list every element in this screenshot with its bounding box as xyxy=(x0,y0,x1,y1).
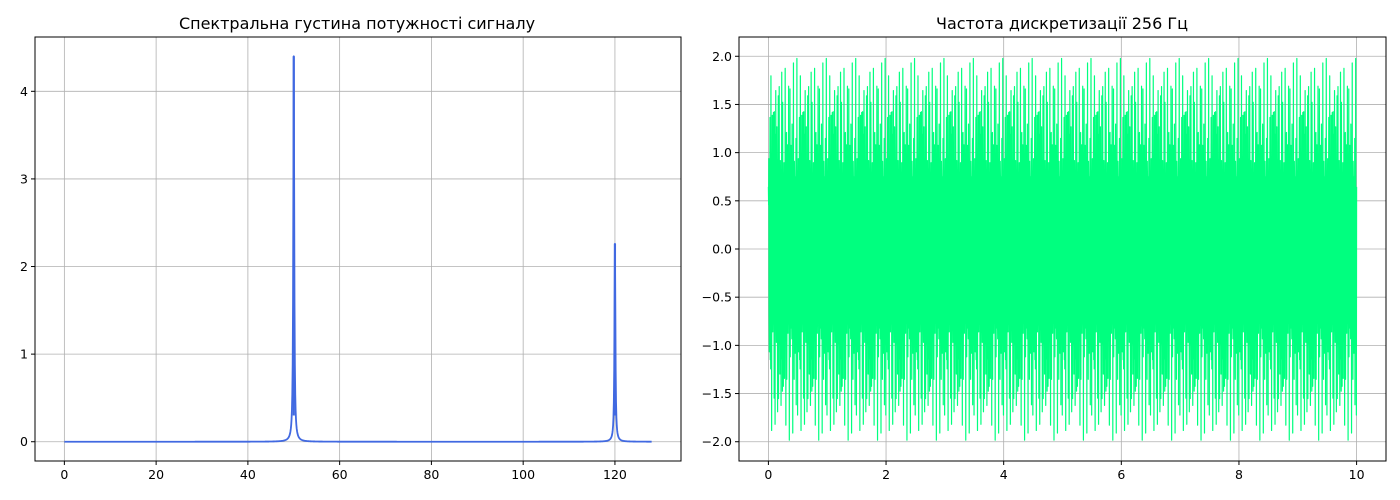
signal-xtick-label: 8 xyxy=(1235,467,1243,482)
signal-ytick-label: 1.0 xyxy=(712,145,732,160)
signal-chart-title: Частота дискретизації 256 Гц xyxy=(936,14,1188,33)
signal-ytick-label: −0.5 xyxy=(702,290,732,305)
psd-ytick-label: 0 xyxy=(20,434,28,449)
psd-line xyxy=(63,55,653,443)
psd-xtick-label: 60 xyxy=(332,467,348,482)
psd-xtick-label: 100 xyxy=(511,467,535,482)
psd-xtick-label: 80 xyxy=(423,467,439,482)
signal-ytick-label: 0.0 xyxy=(712,242,732,257)
signal-ticks: 0 2 4 6 8 10 −2.0 −1.5 −1.0 −0.5 0.0 0.5 1.0 1.5 2.0 xyxy=(702,49,1365,482)
psd-chart: Спектральна густина потужності сигналу 0… xyxy=(20,14,682,482)
psd-plot-frame xyxy=(34,36,682,462)
signal-xtick-label: 4 xyxy=(1000,467,1008,482)
signal-ytick-label: 0.5 xyxy=(712,193,732,208)
psd-ticks: 0 20 40 60 80 100 120 0 1 2 3 4 xyxy=(20,84,627,482)
signal-chart: Частота дискретизації 256 Гц 0 2 4 6 8 10 −2.0… xyxy=(702,14,1387,482)
psd-ytick-label: 2 xyxy=(20,259,28,274)
psd-xtick-label: 40 xyxy=(240,467,256,482)
signal-ytick-label: 2.0 xyxy=(712,49,732,64)
signal-xtick-label: 6 xyxy=(1117,467,1125,482)
signal-ytick-label: −1.5 xyxy=(702,386,732,401)
signal-xtick-label: 2 xyxy=(882,467,890,482)
psd-ytick-label: 1 xyxy=(20,347,28,362)
psd-gridlines xyxy=(35,37,681,461)
signal-ytick-label: −2.0 xyxy=(702,434,732,449)
psd-xtick-label: 20 xyxy=(148,467,164,482)
signal-series xyxy=(767,57,1358,441)
signal-line xyxy=(767,57,1358,441)
psd-ytick-label: 4 xyxy=(20,84,28,99)
signal-xtick-label: 0 xyxy=(764,467,772,482)
psd-series xyxy=(63,55,653,443)
psd-xtick-label: 120 xyxy=(603,467,627,482)
signal-ytick-label: −1.0 xyxy=(702,338,732,353)
signal-xtick-label: 10 xyxy=(1349,467,1365,482)
psd-chart-title: Спектральна густина потужності сигналу xyxy=(179,14,535,33)
psd-xtick-label: 0 xyxy=(60,467,68,482)
psd-ytick-label: 3 xyxy=(20,171,28,186)
signal-ytick-label: 1.5 xyxy=(712,97,732,112)
